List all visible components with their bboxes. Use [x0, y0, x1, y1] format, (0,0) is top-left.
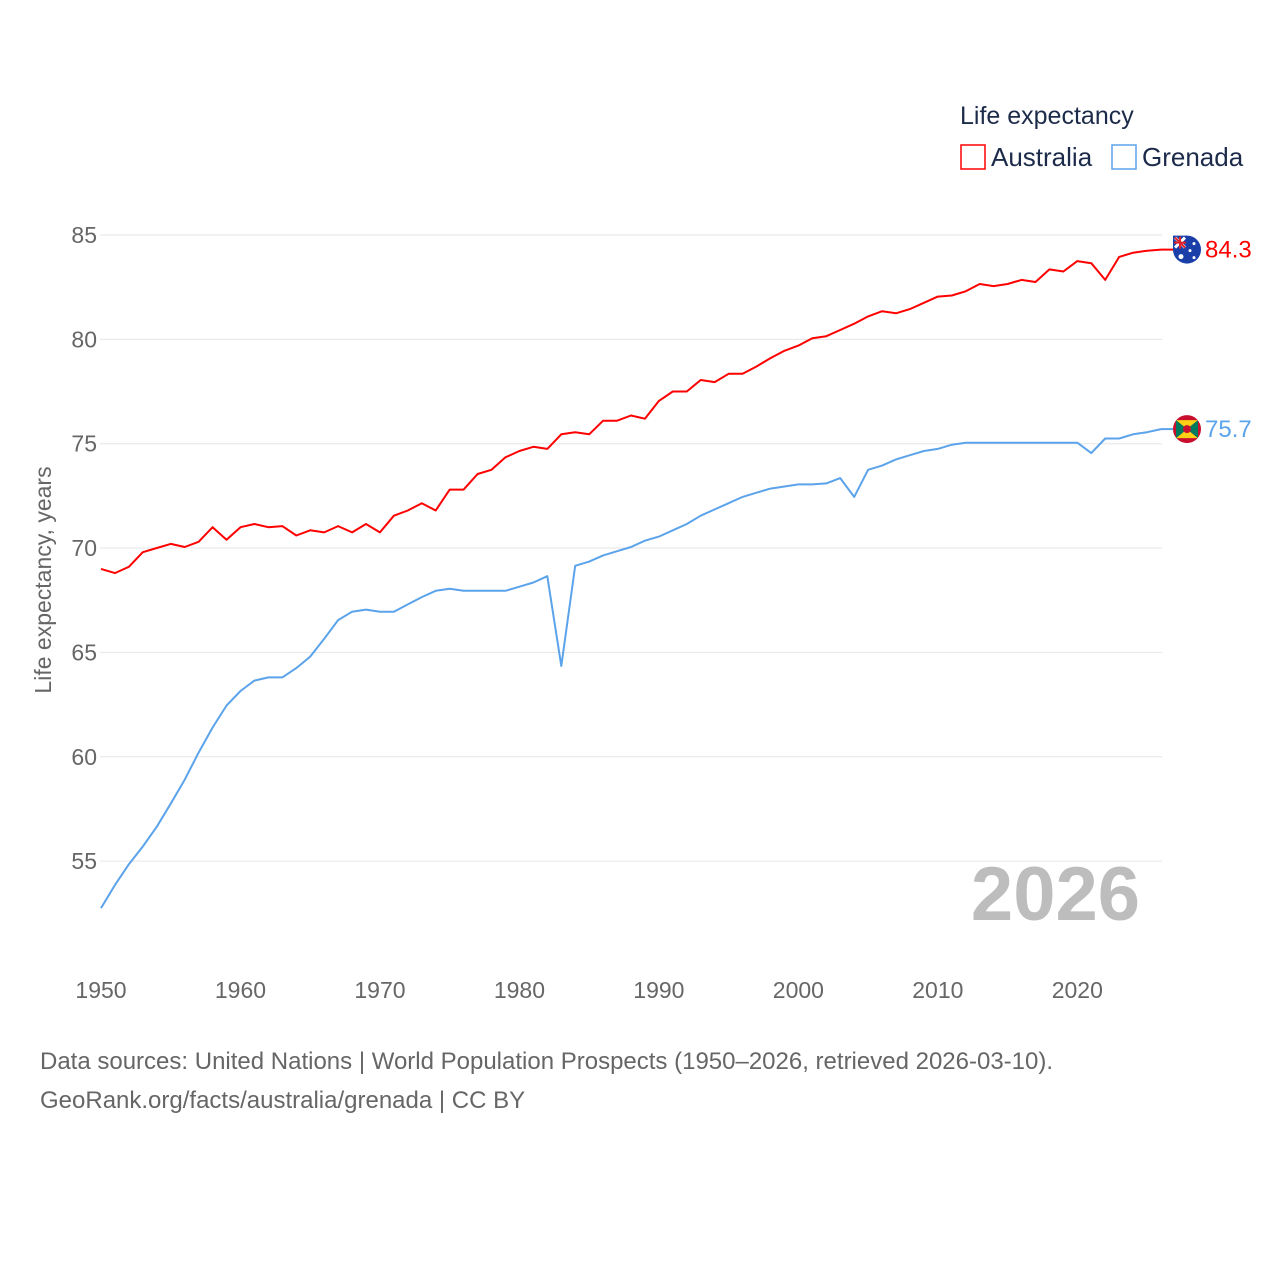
- y-tick-label: 85: [71, 222, 97, 248]
- series-line-australia: [100, 248, 1162, 575]
- x-tick-label: 2010: [912, 977, 963, 1003]
- legend: Life expectancy Australia Grenada: [960, 102, 1244, 172]
- footer-sources: Data sources: United Nations | World Pop…: [40, 1048, 1053, 1075]
- y-tick-label: 65: [71, 639, 97, 665]
- legend-label-grenada: Grenada: [1142, 142, 1244, 172]
- x-tick-label: 2000: [773, 977, 824, 1003]
- grenada-flag-icon: [1173, 415, 1201, 444]
- y-tick-label: 70: [71, 535, 97, 561]
- end-value-label-grenada: 75.7: [1205, 416, 1252, 443]
- end-labels: 84.3 75.7: [1161, 235, 1252, 444]
- legend-swatch-grenada: [1111, 144, 1137, 170]
- x-tick-label: 2020: [1052, 977, 1103, 1003]
- legend-item-australia[interactable]: Australia: [960, 142, 1093, 172]
- y-tick-label: 80: [71, 326, 97, 352]
- series: [100, 248, 1162, 909]
- legend-label-australia: Australia: [991, 142, 1093, 172]
- legend-title: Life expectancy: [960, 102, 1134, 130]
- x-tick-label: 1970: [354, 977, 405, 1003]
- series-line-grenada: [100, 428, 1162, 909]
- x-tick-label: 1960: [215, 977, 266, 1003]
- x-axis-ticks: 1950 1960 1970 1980 1990 2000 2010 2020: [75, 977, 1102, 1003]
- footer-link[interactable]: GeoRank.org/facts/australia/grenada | CC…: [40, 1087, 525, 1114]
- end-value-label-australia: 84.3: [1205, 237, 1252, 264]
- legend-swatch-australia: [960, 144, 986, 170]
- y-axis-label: Life expectancy, years: [30, 466, 56, 693]
- x-tick-label: 1990: [633, 977, 684, 1003]
- y-tick-label: 60: [71, 744, 97, 770]
- x-tick-label: 1980: [494, 977, 545, 1003]
- gridlines: [100, 234, 1162, 862]
- y-tick-label: 55: [71, 848, 97, 874]
- y-axis-ticks: 55 60 65 70 75 80 85: [71, 222, 97, 874]
- x-tick-label: 1950: [75, 977, 126, 1003]
- legend-item-grenada[interactable]: Grenada: [1111, 142, 1244, 172]
- y-tick-label: 75: [71, 431, 97, 457]
- australia-flag-icon: [1173, 235, 1201, 264]
- year-watermark: 2026: [971, 852, 1140, 937]
